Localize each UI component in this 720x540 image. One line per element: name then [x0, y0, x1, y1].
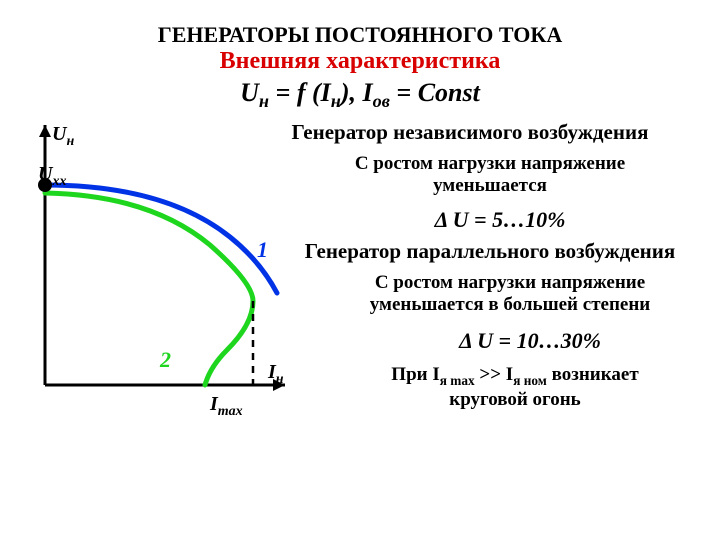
line-independent-b: уменьшается	[290, 175, 690, 197]
y-axis-arrow	[39, 125, 51, 137]
line-parallel-b: уменьшается в большей степени	[310, 294, 710, 316]
label-un: Uн	[52, 123, 74, 150]
title-main: ГЕНЕРАТОРЫ ПОСТОЯННОГО ТОКА	[0, 22, 720, 48]
line-parallel-a: С ростом нагрузки напряжение	[310, 272, 710, 294]
main-formula: Uн = f (Iн), Iов = Const	[0, 78, 720, 112]
page-root: ГЕНЕРАТОРЫ ПОСТОЯННОГО ТОКА Внешняя хара…	[0, 0, 720, 540]
label-uxx: Uxx	[38, 163, 66, 190]
line-independent-a: С ростом нагрузки напряжение	[290, 153, 690, 175]
heading-independent: Генератор независимого возбуждения	[230, 120, 710, 145]
title-sub: Внешняя характеристика	[0, 48, 720, 75]
delta-independent: Δ U = 5…10%	[330, 207, 670, 233]
line-fire-b: круговой огонь	[320, 389, 710, 411]
line-fire-a: При Iя max >> Iя ном возникает	[320, 364, 710, 389]
curve-parallel	[45, 193, 253, 385]
curve-label-2: 2	[160, 347, 171, 373]
heading-parallel: Генератор параллельного возбуждения	[270, 239, 710, 264]
right-text-block: Генератор независимого возбуждения С рос…	[230, 118, 710, 411]
delta-parallel: Δ U = 10…30%	[370, 328, 690, 354]
